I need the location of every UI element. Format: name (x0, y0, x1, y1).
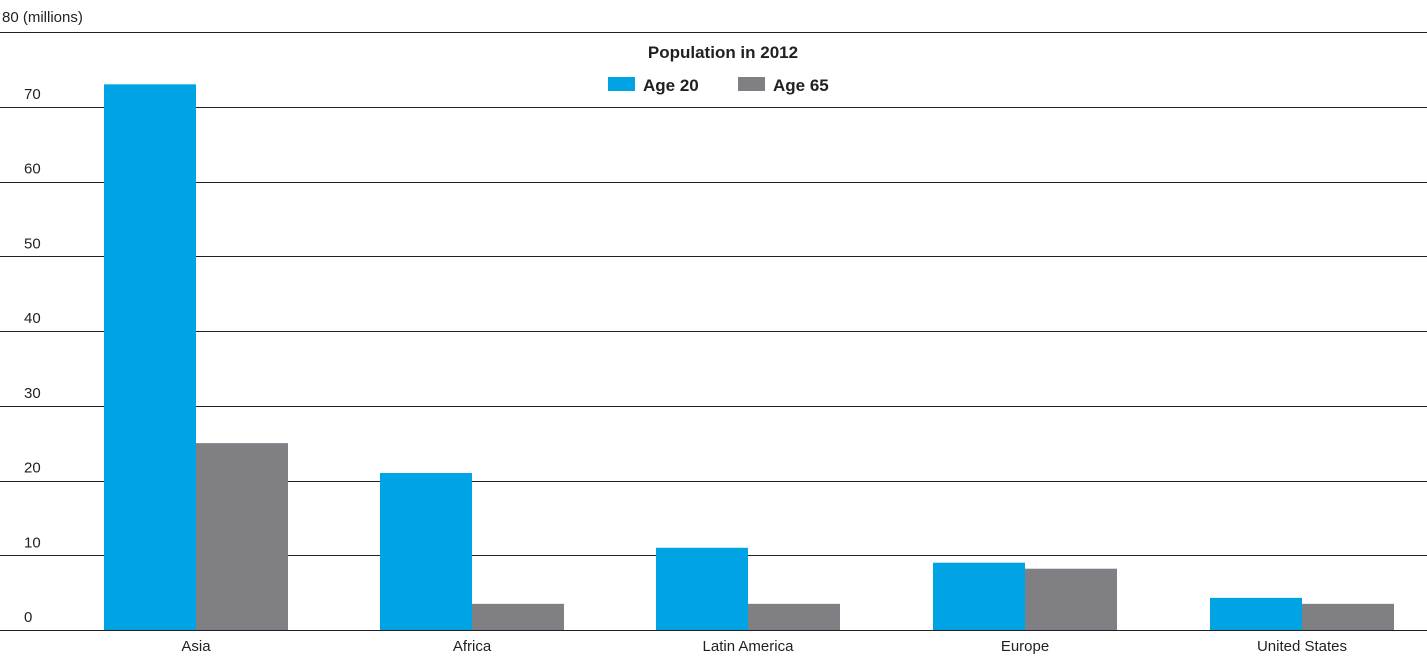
y-tick-label: 30 (24, 385, 41, 402)
y-tick-labels: 0 10 20 30 40 50 60 70 (24, 86, 41, 626)
category-label: Asia (181, 638, 211, 655)
category-label: United States (1257, 638, 1347, 655)
bar-asia-age-20 (104, 84, 196, 630)
legend-label: Age 65 (773, 76, 829, 95)
bar-africa-age-65 (472, 603, 564, 630)
legend-swatch (608, 77, 635, 91)
y-tick-label: 50 (24, 235, 41, 252)
legend: Age 20 Age 65 (608, 76, 829, 95)
y-axis-unit-label: 80 (millions) (2, 9, 83, 26)
y-tick-label: 60 (24, 161, 41, 178)
category-label: Africa (453, 638, 492, 655)
bar-latin-america-age-20 (656, 547, 748, 630)
bar-asia-age-65 (196, 443, 288, 630)
chart-title: Population in 2012 (648, 43, 798, 62)
category-labels: Asia Africa Latin America Europe United Stat… (181, 638, 1347, 655)
y-tick-label: 0 (24, 609, 32, 626)
bar-europe-age-20 (933, 562, 1025, 630)
legend-label: Age 20 (643, 76, 699, 95)
y-tick-label: 40 (24, 310, 41, 327)
category-label: Europe (1001, 638, 1049, 655)
y-tick-label: 70 (24, 86, 41, 103)
y-tick-label: 10 (24, 534, 41, 551)
bar-africa-age-20 (380, 473, 472, 630)
legend-swatch (738, 77, 765, 91)
bar-united-states-age-20 (1210, 597, 1302, 630)
category-label: Latin America (703, 638, 795, 655)
bar-latin-america-age-65 (748, 603, 840, 630)
bars (104, 84, 1394, 630)
bar-united-states-age-65 (1302, 603, 1394, 630)
y-tick-label: 20 (24, 460, 41, 477)
bar-europe-age-65 (1025, 568, 1117, 630)
